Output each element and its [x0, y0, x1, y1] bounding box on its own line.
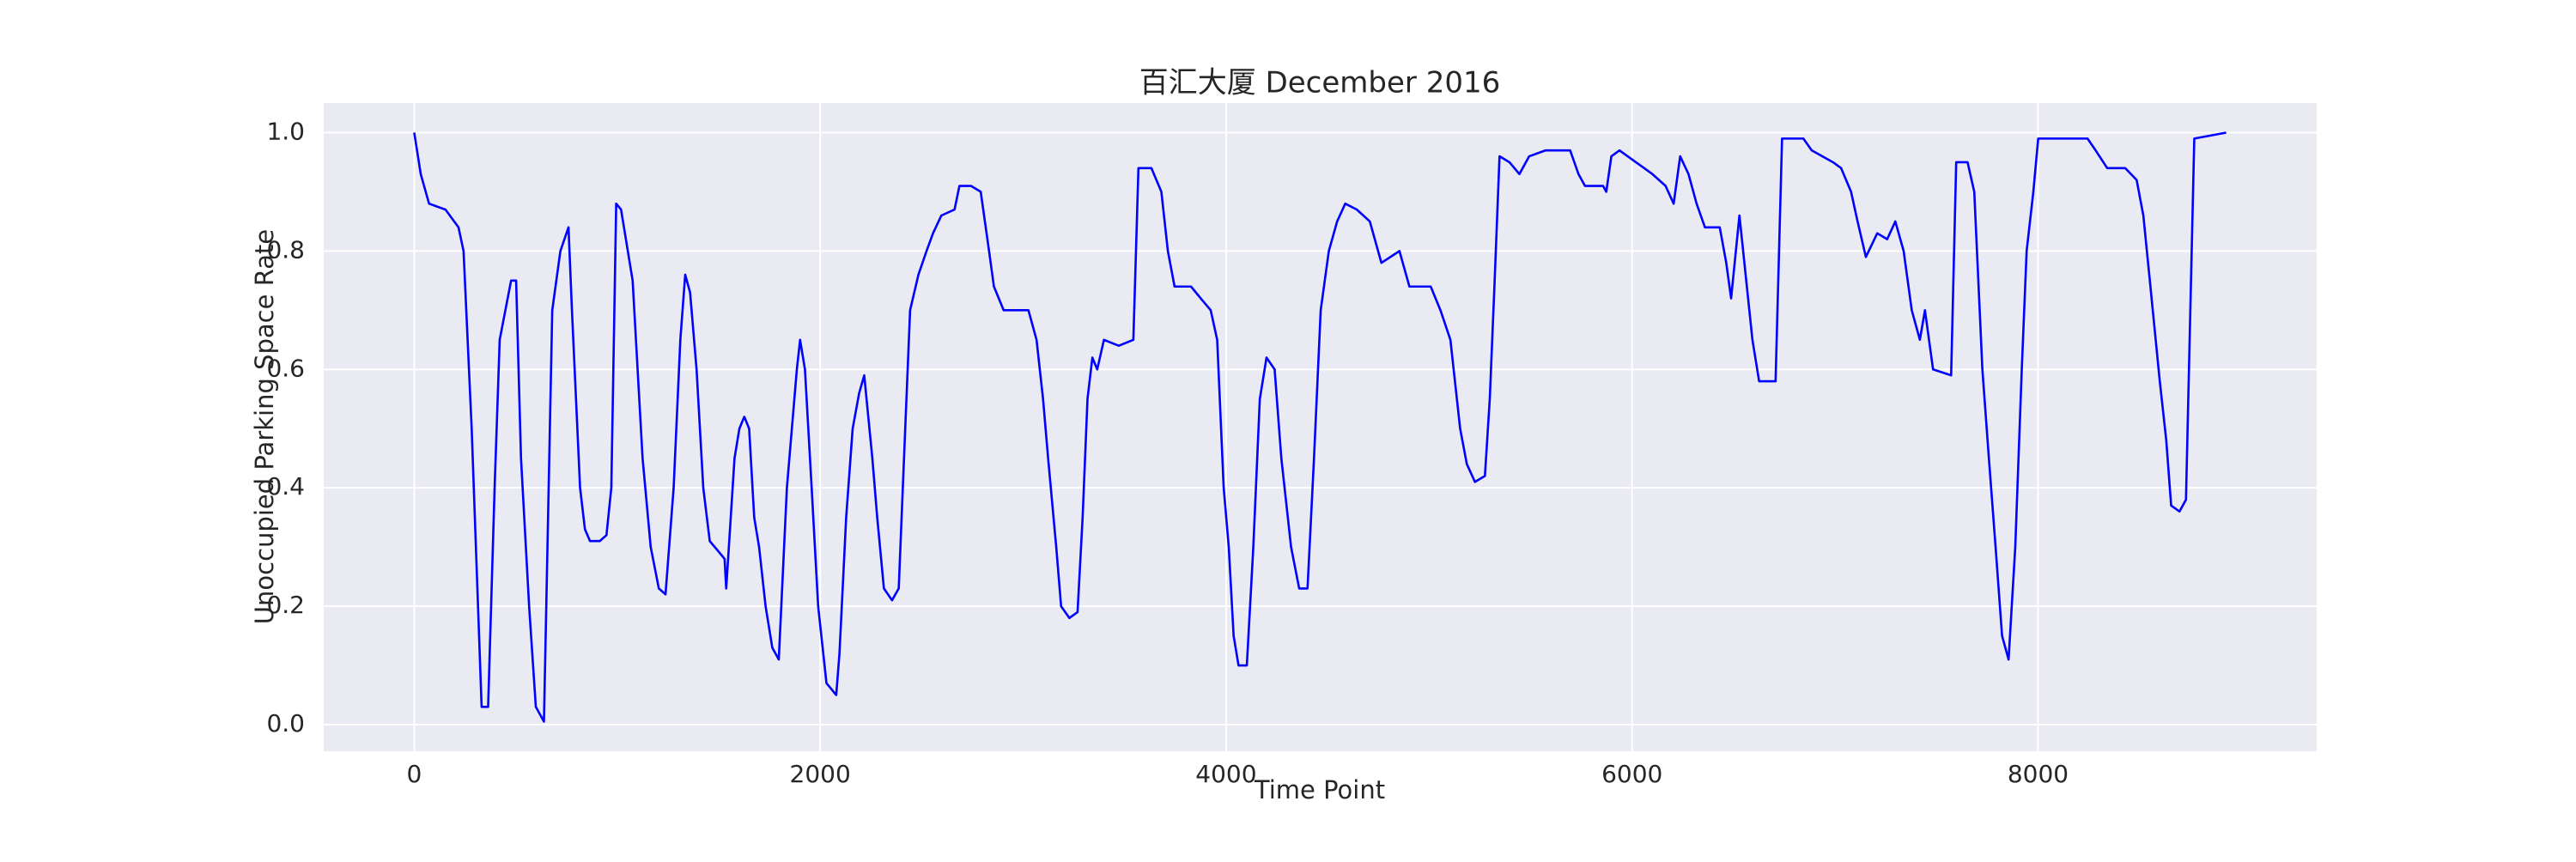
x-tick-label: 8000 — [2008, 760, 2069, 788]
x-tick-label: 4000 — [1195, 760, 1256, 788]
y-tick-label: 0.8 — [266, 235, 305, 264]
x-tick-label: 6000 — [1601, 760, 1662, 788]
y-tick-label: 0.4 — [266, 472, 305, 501]
data-line — [413, 131, 2227, 723]
plot-background — [324, 103, 2317, 751]
y-tick-label: 0.2 — [266, 591, 305, 619]
x-tick-label: 2000 — [790, 760, 851, 788]
y-axis-label: Unoccupied Parking Space Rate — [250, 229, 279, 624]
y-tick-label: 0.0 — [266, 709, 305, 738]
chart-title: 百汇大厦 December 2016 — [1139, 66, 1500, 100]
x-tick-label: 0 — [407, 760, 422, 788]
x-axis-label: Time Point — [1254, 775, 1385, 804]
y-tick-label: 1.0 — [266, 117, 305, 145]
y-tick-label: 0.6 — [266, 354, 305, 382]
